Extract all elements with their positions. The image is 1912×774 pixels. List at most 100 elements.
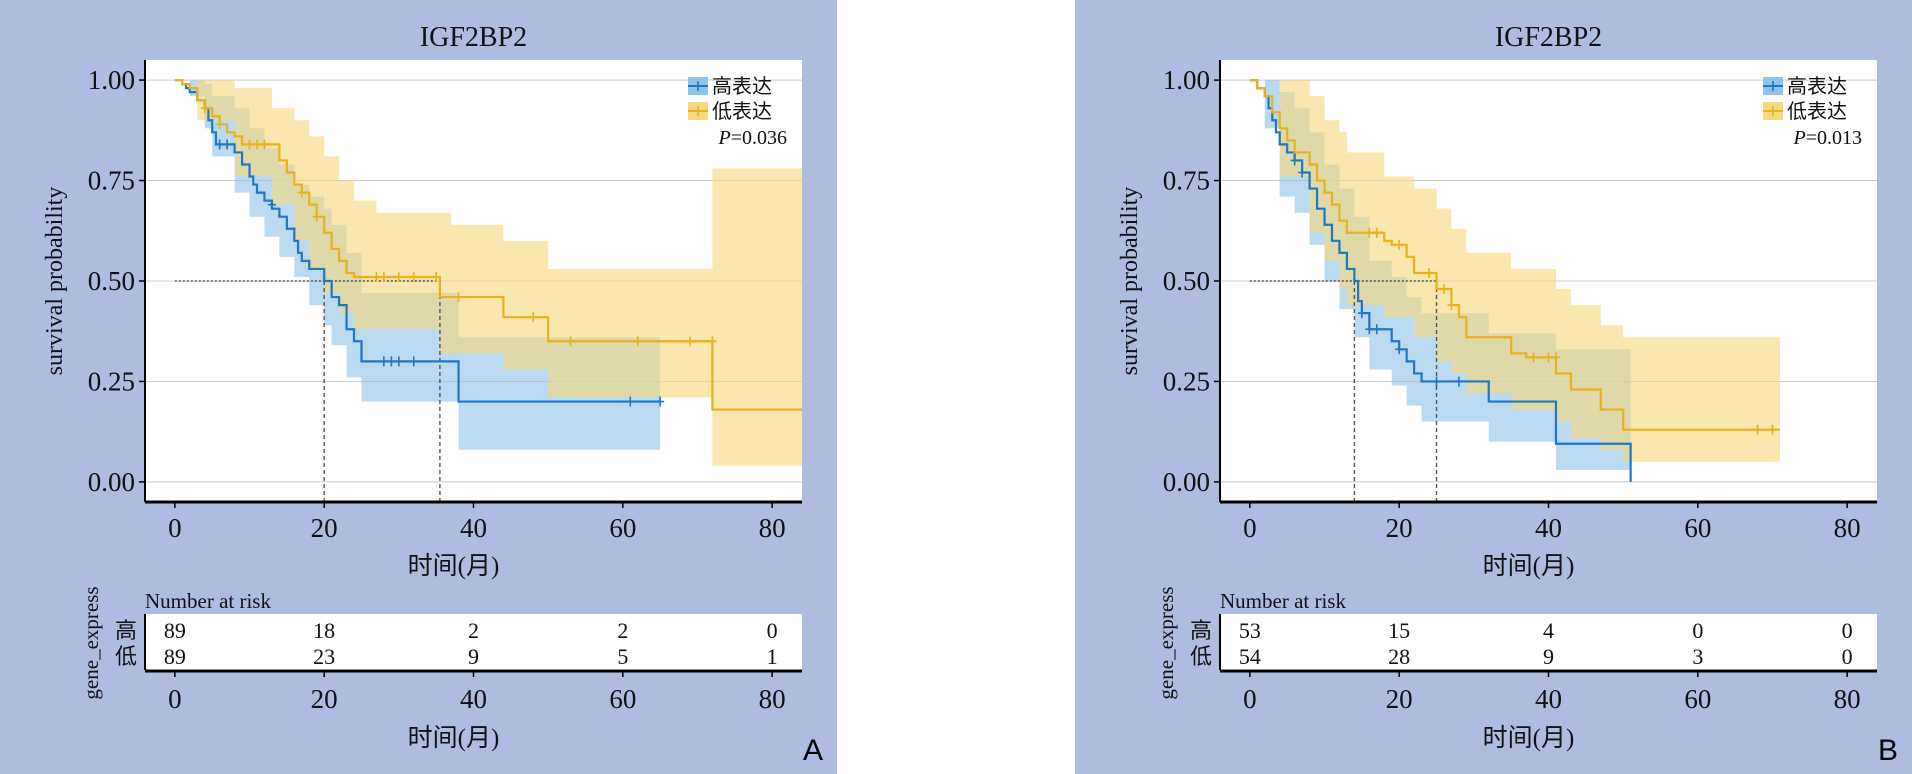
risk-table-area	[145, 614, 802, 670]
risk-table-group-axis-label: gene_express	[1154, 586, 1178, 699]
censor-mark	[379, 271, 388, 282]
censor-mark	[215, 119, 224, 130]
panel-letter: A	[802, 734, 823, 767]
p-value-symbol: P	[1793, 127, 1806, 149]
risk-x-axis-label: 时间(月)	[1483, 724, 1575, 752]
risk-x-tick-label: 20	[311, 684, 338, 714]
risk-count: 53	[1239, 618, 1261, 643]
x-tick-label: 80	[1834, 513, 1861, 543]
p-value-symbol: P	[718, 127, 731, 149]
censor-mark	[686, 336, 695, 347]
risk-count: 3	[1692, 644, 1703, 669]
x-tick-label: 60	[609, 513, 636, 543]
y-tick-label: 0.00	[88, 467, 135, 497]
risk-count: 5	[617, 644, 628, 669]
risk-table-title: Number at risk	[1220, 589, 1346, 613]
censor-mark	[1454, 376, 1463, 387]
risk-table-group-axis-label: gene_express	[79, 586, 103, 699]
censor-mark	[1298, 167, 1307, 178]
risk-x-tick-label: 20	[1386, 684, 1413, 714]
censor-mark	[1529, 352, 1538, 363]
y-tick-label: 1.00	[1163, 65, 1210, 95]
legend-label: 低表达	[712, 100, 772, 123]
censor-mark	[1768, 424, 1777, 435]
y-tick-label: 0.50	[88, 266, 135, 296]
censor-mark	[394, 356, 403, 367]
censor-mark	[1432, 376, 1441, 387]
censor-mark	[394, 271, 403, 282]
censor-mark	[1365, 324, 1374, 335]
censor-mark	[1372, 324, 1381, 335]
censor-mark	[432, 271, 441, 282]
x-tick-label: 0	[1243, 513, 1257, 543]
risk-group-label: 低	[1190, 644, 1212, 669]
censor-mark	[1357, 308, 1366, 319]
censor-mark	[1439, 284, 1448, 295]
censor-mark	[267, 199, 276, 210]
p-value-text: =0.036	[731, 127, 787, 149]
legend-label: 高表达	[1787, 75, 1847, 98]
ci-band	[174, 80, 802, 466]
km-panel-a: IGF2BP2 0.00 0.25 0.50 0.75 1.00 0 20 40 60 80 时间(月…	[0, 0, 837, 774]
risk-table-area	[1220, 614, 1877, 670]
x-tick-label: 80	[759, 513, 786, 543]
p-value: P=0.013	[1793, 127, 1863, 149]
km-panel-b: IGF2BP2 0.00 0.25 0.50 0.75 1.00 0 20 40 60 80 时间(月…	[1075, 0, 1912, 774]
risk-group-label: 高	[1190, 618, 1212, 643]
censor-mark	[409, 271, 418, 282]
censor-mark	[656, 396, 665, 407]
risk-count: 0	[1692, 618, 1703, 643]
risk-x-tick-label: 0	[168, 684, 182, 714]
censor-mark	[1544, 352, 1553, 363]
censor-mark	[312, 211, 321, 222]
censor-mark	[626, 396, 635, 407]
censor-mark	[260, 139, 269, 150]
censor-mark	[1365, 227, 1374, 238]
risk-x-tick-label: 0	[1243, 684, 1257, 714]
risk-count: 2	[617, 618, 628, 643]
panel-letter: B	[1877, 734, 1898, 767]
legend-label: 高表达	[712, 75, 772, 98]
risk-count: 28	[1388, 644, 1410, 669]
y-tick-label: 0.25	[88, 366, 135, 396]
censor-mark	[633, 336, 642, 347]
censor-mark	[252, 139, 261, 150]
x-tick-label: 20	[1386, 513, 1413, 543]
risk-count: 4	[1543, 618, 1554, 643]
risk-count: 89	[164, 644, 186, 669]
y-tick-label: 0.50	[1163, 266, 1210, 296]
p-value: P=0.036	[718, 127, 788, 149]
y-tick-label: 0.75	[88, 166, 135, 196]
risk-count: 2	[468, 618, 479, 643]
chart-title: IGF2BP2	[420, 22, 527, 53]
risk-count: 0	[1842, 618, 1853, 643]
censor-mark	[372, 271, 381, 282]
risk-x-tick-label: 80	[1834, 684, 1861, 714]
censor-mark	[1551, 352, 1560, 363]
censor-mark	[1290, 155, 1299, 166]
x-tick-label: 20	[311, 513, 338, 543]
risk-group-label: 高	[115, 618, 137, 643]
risk-table-title: Number at risk	[145, 589, 271, 613]
risk-x-tick-label: 60	[609, 684, 636, 714]
chart-title: IGF2BP2	[1495, 22, 1602, 53]
censor-mark	[1753, 424, 1762, 435]
censor-mark	[200, 103, 209, 114]
censor-mark	[409, 356, 418, 367]
risk-group-label: 低	[115, 644, 137, 669]
x-tick-label: 0	[168, 513, 182, 543]
y-tick-label: 0.00	[1163, 467, 1210, 497]
legend-label: 低表达	[1787, 100, 1847, 123]
censor-mark	[529, 312, 538, 323]
censor-mark	[245, 139, 254, 150]
censor-mark	[1372, 227, 1381, 238]
y-axis-label: survival probability	[42, 187, 68, 376]
y-tick-label: 1.00	[88, 65, 135, 95]
censor-mark	[1425, 267, 1434, 278]
survival-curve	[1249, 78, 1632, 482]
x-axis-label: 时间(月)	[1483, 552, 1575, 580]
risk-count: 54	[1239, 644, 1261, 669]
censor-mark	[215, 139, 224, 150]
